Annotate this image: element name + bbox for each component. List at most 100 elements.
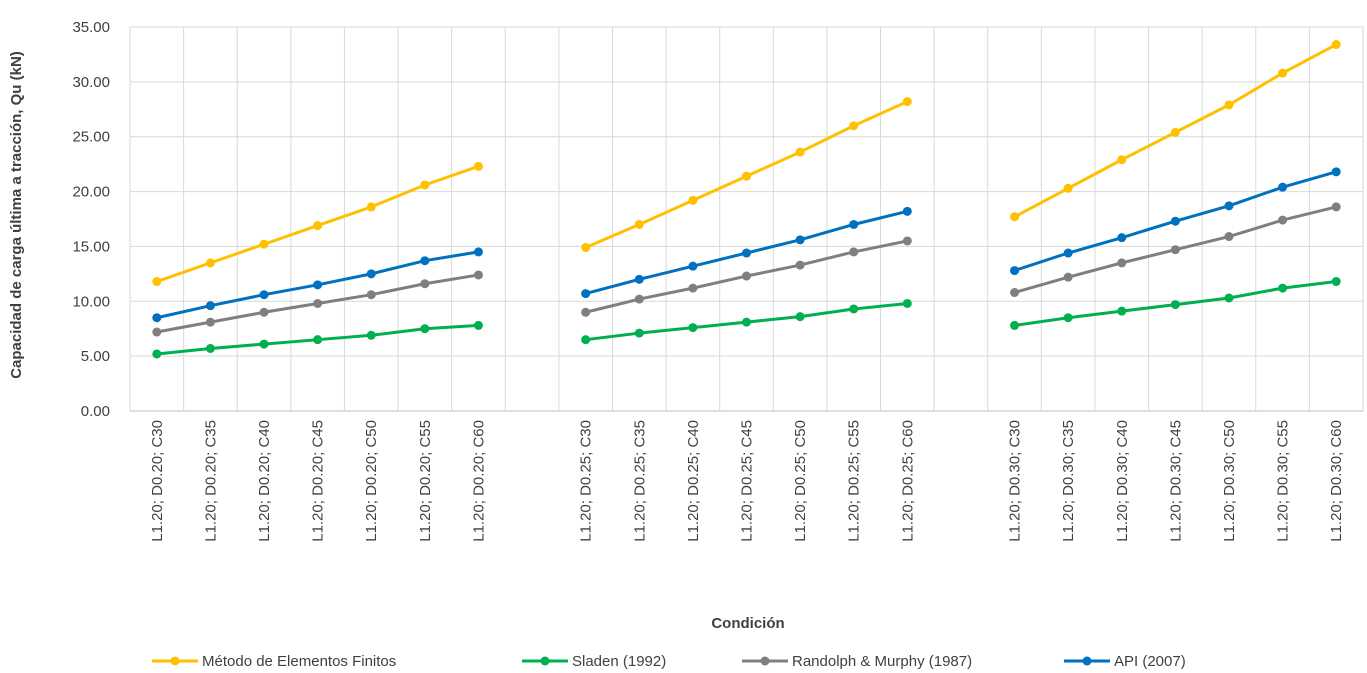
data-point xyxy=(1117,258,1127,268)
data-point xyxy=(1278,182,1288,192)
y-tick-label: 35.00 xyxy=(72,19,110,36)
data-point xyxy=(1010,212,1020,222)
gridlines xyxy=(129,26,1364,412)
data-point xyxy=(1170,216,1180,226)
x-tick-label: L1.20; D0.30; C30 xyxy=(1007,420,1024,542)
data-point xyxy=(1063,248,1073,258)
data-point xyxy=(1117,306,1127,316)
data-point xyxy=(581,289,591,299)
data-point xyxy=(152,277,162,287)
data-point xyxy=(420,256,430,266)
x-tick-label: L1.20; D0.30; C35 xyxy=(1060,420,1077,542)
data-point xyxy=(1063,183,1073,193)
data-point xyxy=(366,290,376,300)
data-point xyxy=(366,269,376,279)
data-point xyxy=(1063,313,1073,323)
data-point xyxy=(742,171,751,181)
x-tick-label: L1.20; D0.20; C60 xyxy=(470,420,487,542)
data-point xyxy=(849,121,859,131)
data-point xyxy=(902,97,912,107)
y-axis-ticks: 0.00 5.00 10.00 15.00 20.00 25.00 30.00 35.00 xyxy=(72,19,110,420)
x-tick-label: L1.20; D0.25; C50 xyxy=(792,420,809,542)
legend-marker xyxy=(760,656,770,666)
x-tick-label: L1.20; D0.20; C45 xyxy=(310,420,327,542)
x-tick-label: L1.20; D0.20; C55 xyxy=(417,420,434,542)
legend-marker xyxy=(170,656,180,666)
x-tick-label: L1.20; D0.25; C60 xyxy=(899,420,916,542)
data-point xyxy=(849,304,859,314)
data-point xyxy=(902,298,912,308)
data-point xyxy=(420,180,430,190)
data-point xyxy=(205,343,215,353)
data-point xyxy=(795,147,805,157)
data-point xyxy=(420,279,430,289)
data-point xyxy=(1331,202,1341,212)
data-point xyxy=(688,195,698,205)
data-point xyxy=(1224,100,1234,110)
y-tick-label: 20.00 xyxy=(72,184,110,201)
data-point xyxy=(259,339,269,349)
data-point xyxy=(1170,300,1180,310)
data-point xyxy=(1010,288,1020,298)
data-point xyxy=(1117,155,1127,165)
data-point xyxy=(473,161,483,171)
data-point xyxy=(366,330,376,340)
x-tick-label: L1.20; D0.30; C50 xyxy=(1221,420,1238,542)
data-point xyxy=(1117,233,1127,243)
data-point xyxy=(1331,40,1341,50)
data-point xyxy=(205,317,215,327)
data-point xyxy=(634,328,644,338)
y-tick-label: 30.00 xyxy=(72,74,110,91)
x-axis-ticks: L1.20; D0.20; C30 L1.20; D0.20; C35 L1.20;… xyxy=(149,420,1345,542)
data-point xyxy=(1224,232,1234,242)
data-point xyxy=(902,236,912,246)
data-point xyxy=(849,247,859,257)
y-tick-label: 15.00 xyxy=(72,238,110,255)
data-point xyxy=(259,239,269,249)
x-tick-label: L1.20; D0.20; C40 xyxy=(256,420,273,542)
data-point xyxy=(152,327,162,337)
data-point xyxy=(152,349,162,359)
data-point xyxy=(205,301,215,311)
x-tick-label: L1.20; D0.30; C60 xyxy=(1328,420,1345,542)
data-point xyxy=(688,283,698,293)
data-point xyxy=(366,202,376,212)
legend-item: Método de Elementos Finitos xyxy=(152,653,396,670)
data-point xyxy=(1331,277,1341,287)
legend-label: Método de Elementos Finitos xyxy=(202,653,396,670)
data-point xyxy=(795,260,805,270)
series-0 xyxy=(152,40,1341,287)
data-series xyxy=(152,40,1341,359)
legend-label: Sladen (1992) xyxy=(572,653,666,670)
data-point xyxy=(313,221,323,231)
x-tick-label: L1.20; D0.25; C55 xyxy=(846,420,863,542)
x-tick-label: L1.20; D0.25; C30 xyxy=(578,420,595,542)
data-point xyxy=(849,219,859,229)
data-point xyxy=(1278,283,1288,293)
data-point xyxy=(1063,272,1073,282)
legend-label: Randolph & Murphy (1987) xyxy=(792,653,972,670)
x-tick-label: L1.20; D0.25; C40 xyxy=(685,420,702,542)
data-point xyxy=(634,219,644,229)
data-point xyxy=(152,313,162,323)
data-point xyxy=(1010,266,1020,276)
legend-marker xyxy=(1082,656,1092,666)
legend-item: API (2007) xyxy=(1064,653,1186,670)
x-tick-label: L1.20; D0.20; C35 xyxy=(202,420,219,542)
data-point xyxy=(581,243,591,253)
data-point xyxy=(1170,245,1180,255)
data-point xyxy=(742,317,751,327)
x-tick-label: L1.20; D0.30; C45 xyxy=(1167,420,1184,542)
data-point xyxy=(581,307,591,317)
data-point xyxy=(902,206,912,216)
legend-item: Randolph & Murphy (1987) xyxy=(742,653,972,670)
data-point xyxy=(473,320,483,330)
data-point xyxy=(742,271,751,281)
data-point xyxy=(1170,127,1180,137)
series-2 xyxy=(152,202,1341,337)
x-axis-title: Condición xyxy=(711,615,784,632)
data-point xyxy=(1278,68,1288,78)
data-point xyxy=(420,324,430,334)
y-tick-label: 0.00 xyxy=(81,403,110,420)
